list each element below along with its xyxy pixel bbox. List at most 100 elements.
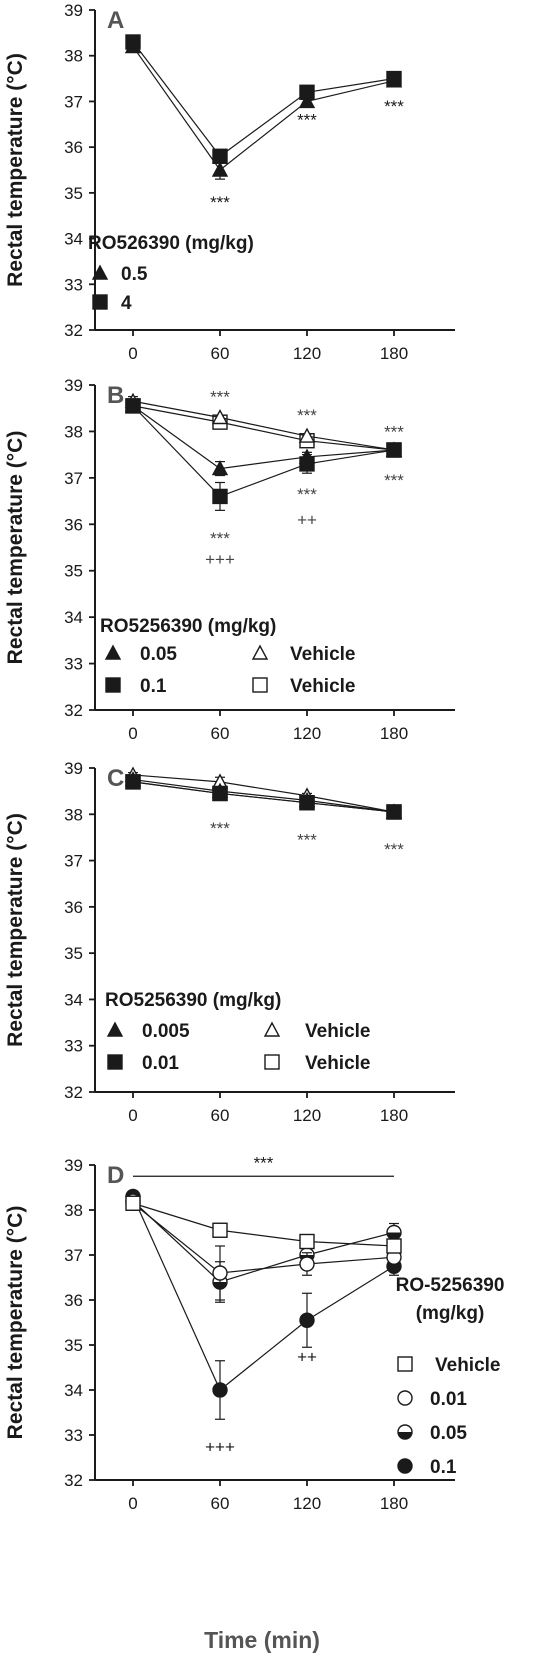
significance-label: *** [297, 485, 317, 504]
legend-label: Vehicle [290, 644, 356, 665]
data-point [385, 803, 403, 819]
y-tick-label: 37 [64, 1246, 83, 1265]
y-tick-label: 33 [64, 1037, 83, 1056]
legend-item: 0.05 [104, 644, 177, 665]
legend-marker [264, 1054, 280, 1070]
bracket-label: *** [254, 1153, 274, 1172]
legend-item: 0.5 [91, 264, 148, 285]
series-3 [125, 1188, 402, 1420]
data-point [298, 92, 316, 109]
y-tick-label: 35 [64, 562, 83, 581]
data-point [298, 448, 316, 464]
y-tick-label: 38 [64, 805, 83, 824]
series-line [132, 774, 395, 813]
legend-title: RO526390 (mg/kg) [88, 233, 254, 254]
legend-item: Vehicle [251, 644, 356, 665]
legend-item: Vehicle [264, 1053, 371, 1074]
legend-item: 0.01 [107, 1053, 179, 1074]
legend-label: 0.1 [140, 676, 167, 697]
significance-label: +++ [205, 550, 235, 569]
significance-label: +++ [205, 1437, 235, 1456]
y-tick-label: 32 [64, 321, 83, 340]
legend: RO5256390 (mg/kg) 0.005 0.01 Vehicle Vehicle [105, 990, 371, 1074]
panel-label: C [107, 765, 124, 792]
legend-marker [251, 644, 269, 660]
data-point [124, 38, 142, 54]
x-axis-title: Time (min) [204, 1627, 320, 1653]
legend-label: 0.01 [142, 1053, 179, 1074]
x-tick-label: 0 [128, 344, 137, 363]
legend-marker [397, 1356, 413, 1372]
data-point [212, 488, 228, 505]
y-tick-label: 39 [64, 1156, 83, 1175]
significance-label: *** [384, 840, 404, 859]
legend: RO-5256390 (mg/kg) Vehicle 0.01 0.05 0.1 [396, 1275, 505, 1478]
legend-title: RO5256390 (mg/kg) [105, 990, 281, 1011]
legend-marker [397, 1390, 413, 1406]
legend-marker [263, 1021, 281, 1037]
significance-label: *** [297, 111, 317, 130]
x-tick-label: 180 [380, 344, 408, 363]
y-axis-label: Rectal temperature (°C) [4, 813, 27, 1047]
legend-title: RO5256390 (mg/kg) [100, 616, 276, 637]
series-line [132, 1200, 395, 1283]
series-line [132, 778, 395, 813]
y-tick-label: 37 [64, 852, 83, 871]
legend-title: RO-5256390 (mg/kg) [396, 1275, 505, 1324]
y-tick-label: 35 [64, 184, 83, 203]
series-line [132, 1202, 395, 1247]
y-tick-label: 38 [64, 1201, 83, 1220]
data-point [125, 1195, 141, 1211]
legend-item: Vehicle [252, 676, 356, 697]
series-1 [125, 398, 402, 511]
series-line [132, 46, 395, 171]
data-point [386, 1224, 402, 1241]
y-tick-label: 36 [64, 515, 83, 534]
significance-label: *** [297, 831, 317, 850]
series-line [132, 405, 395, 470]
y-tick-label: 34 [64, 608, 83, 627]
y-tick-label: 36 [64, 138, 83, 157]
panel-label: B [107, 382, 124, 409]
significance-label: ++ [297, 511, 317, 530]
legend-marker [104, 644, 122, 660]
x-tick-label: 120 [293, 724, 321, 743]
series-1 [125, 34, 402, 164]
legend-item: Vehicle [397, 1355, 501, 1376]
legend-title-line: (mg/kg) [416, 1303, 485, 1324]
x-tick-label: 120 [293, 344, 321, 363]
x-tick-label: 180 [380, 1106, 408, 1125]
data-point [211, 782, 229, 798]
x-tick-label: 120 [293, 1106, 321, 1125]
x-tick-label: 0 [128, 1494, 137, 1513]
legend-item: 0.1 [105, 676, 167, 697]
series-0 [124, 771, 403, 819]
x-tick-label: 60 [211, 1106, 230, 1125]
significance-label: *** [384, 97, 404, 116]
legend-marker [92, 294, 108, 310]
series-1 [125, 1195, 402, 1301]
x-tick-label: 180 [380, 724, 408, 743]
series-2 [124, 766, 403, 819]
legend-item: 0.05 [397, 1423, 467, 1444]
series-line [132, 1196, 395, 1391]
data-point [298, 427, 316, 443]
data-point [211, 460, 229, 476]
legend-marker [106, 1021, 124, 1037]
data-point [212, 1222, 228, 1238]
series-3 [125, 774, 402, 820]
legend-label: 0.1 [430, 1457, 457, 1478]
series-line [132, 781, 395, 813]
significance-label: *** [384, 422, 404, 441]
legend-label: 0.5 [121, 264, 148, 285]
legend-label: 0.01 [430, 1389, 467, 1410]
legend-label: Vehicle [290, 676, 356, 697]
data-point [386, 1238, 402, 1254]
data-point [299, 1312, 315, 1328]
y-tick-label: 38 [64, 47, 83, 66]
data-point [124, 771, 142, 787]
y-tick-label: 34 [64, 230, 83, 249]
x-tick-label: 120 [293, 1494, 321, 1513]
data-point [212, 1382, 228, 1398]
